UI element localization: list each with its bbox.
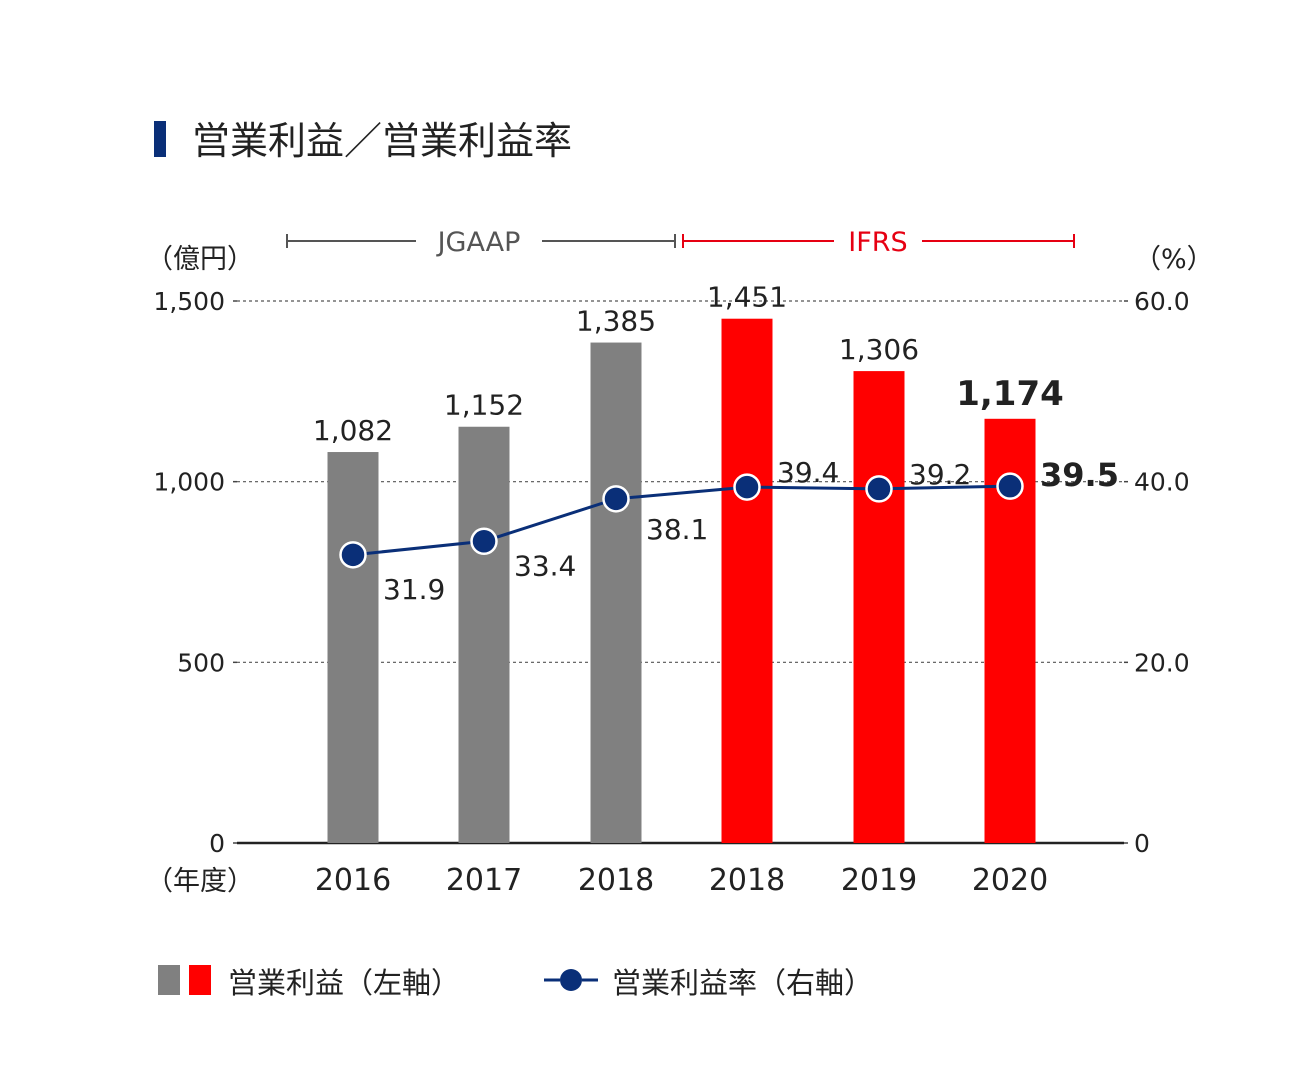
- legend-line-label: 営業利益率（右軸）: [612, 966, 873, 1000]
- legend-swatch-jgaap: [158, 965, 180, 995]
- bar-value-label: 1,082: [313, 414, 393, 447]
- left-tick-label: 1,000: [153, 468, 225, 497]
- legend: 営業利益（左軸） 営業利益率（右軸）: [158, 965, 873, 1000]
- ifrs-label: IFRS: [848, 227, 907, 258]
- left-tick-label: 1,500: [153, 287, 225, 316]
- title-marker: [154, 121, 166, 157]
- rate-point: [733, 473, 761, 501]
- rate-value-label: 39.4: [777, 456, 839, 489]
- legend-swatch-ifrs: [189, 965, 211, 995]
- left-tick-label: 500: [177, 648, 225, 677]
- right-tick-label: 20.0: [1134, 648, 1190, 677]
- legend-line-marker: [560, 969, 582, 991]
- legend-bar-label: 営業利益（左軸）: [228, 966, 460, 1000]
- right-tick-label: 0: [1134, 829, 1150, 858]
- x-axis-unit: （年度）: [146, 866, 254, 897]
- rate-line: [339, 472, 1024, 569]
- rate-line-path: [352, 484, 1011, 557]
- rate-point: [865, 475, 893, 503]
- data-labels: 1,082 1,152 1,385 1,451 1,306 1,174 31.9 33.4 38…: [313, 281, 1119, 606]
- jgaap-bracket: JGAAP: [286, 227, 676, 258]
- x-tick-label: 2018: [709, 863, 785, 898]
- right-axis-unit: （%）: [1134, 244, 1214, 275]
- rate-value-label: 39.5: [1040, 456, 1119, 494]
- bar: [721, 318, 773, 843]
- x-tick-label: 2016: [315, 863, 391, 898]
- left-tick-label: 0: [209, 829, 225, 858]
- chart-title: 営業利益／営業利益率: [192, 119, 572, 163]
- x-tick-label: 2018: [578, 863, 654, 898]
- rate-point: [602, 485, 630, 513]
- rate-point: [470, 527, 498, 556]
- left-axis-unit: （億円）: [146, 244, 254, 275]
- axes: 0 0 500 20.0 1,000 40.0 1,500 60.0 2016 2017 2018 2…: [153, 287, 1189, 898]
- rate-value-label: 33.4: [514, 549, 576, 582]
- bar: [458, 426, 510, 843]
- rate-value-label: 39.2: [909, 458, 971, 491]
- bar-value-label: 1,306: [839, 333, 919, 366]
- x-tick-label: 2017: [446, 863, 522, 898]
- gridlines: [237, 300, 1124, 663]
- rate-value-label: 38.1: [646, 513, 708, 546]
- jgaap-label: JGAAP: [436, 227, 521, 258]
- bar: [853, 371, 905, 843]
- rate-point: [339, 541, 367, 569]
- bar-value-label: 1,451: [707, 281, 787, 314]
- x-tick-label: 2020: [972, 863, 1048, 898]
- right-tick-label: 60.0: [1134, 287, 1190, 316]
- bar-value-label: 1,174: [956, 374, 1064, 414]
- rate-point: [996, 472, 1024, 500]
- bars: [327, 318, 1036, 843]
- bar-value-label: 1,385: [576, 305, 656, 338]
- rate-value-label: 31.9: [383, 573, 445, 606]
- bar: [590, 342, 642, 843]
- bar-value-label: 1,152: [444, 389, 524, 422]
- right-tick-label: 40.0: [1134, 468, 1190, 497]
- x-tick-label: 2019: [841, 863, 917, 898]
- bar: [327, 452, 379, 843]
- ifrs-bracket: IFRS: [682, 227, 1075, 258]
